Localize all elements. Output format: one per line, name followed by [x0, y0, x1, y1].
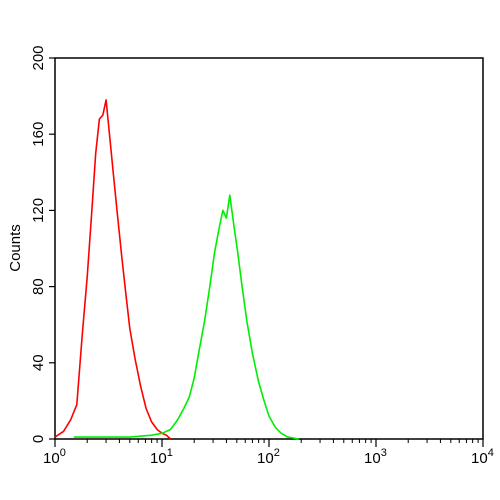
y-tick-label: 0	[30, 435, 47, 443]
plot-frame	[54, 57, 484, 440]
y-axis-label: Counts	[7, 224, 24, 272]
y-tick-label: 80	[30, 278, 47, 295]
x-tick-label: 103	[364, 447, 387, 467]
x-tick-label: 102	[257, 447, 280, 467]
y-tick-label: 120	[30, 198, 47, 223]
series-green-histogram	[73, 194, 299, 440]
x-tick-label: 101	[150, 447, 173, 467]
series-red-histogram	[54, 99, 172, 440]
y-tick-label: 200	[30, 45, 47, 70]
x-tick-label: 100	[43, 447, 66, 467]
y-tick-label: 160	[30, 122, 47, 147]
x-tick-label: 104	[471, 447, 494, 467]
y-tick-label: 40	[30, 354, 47, 371]
